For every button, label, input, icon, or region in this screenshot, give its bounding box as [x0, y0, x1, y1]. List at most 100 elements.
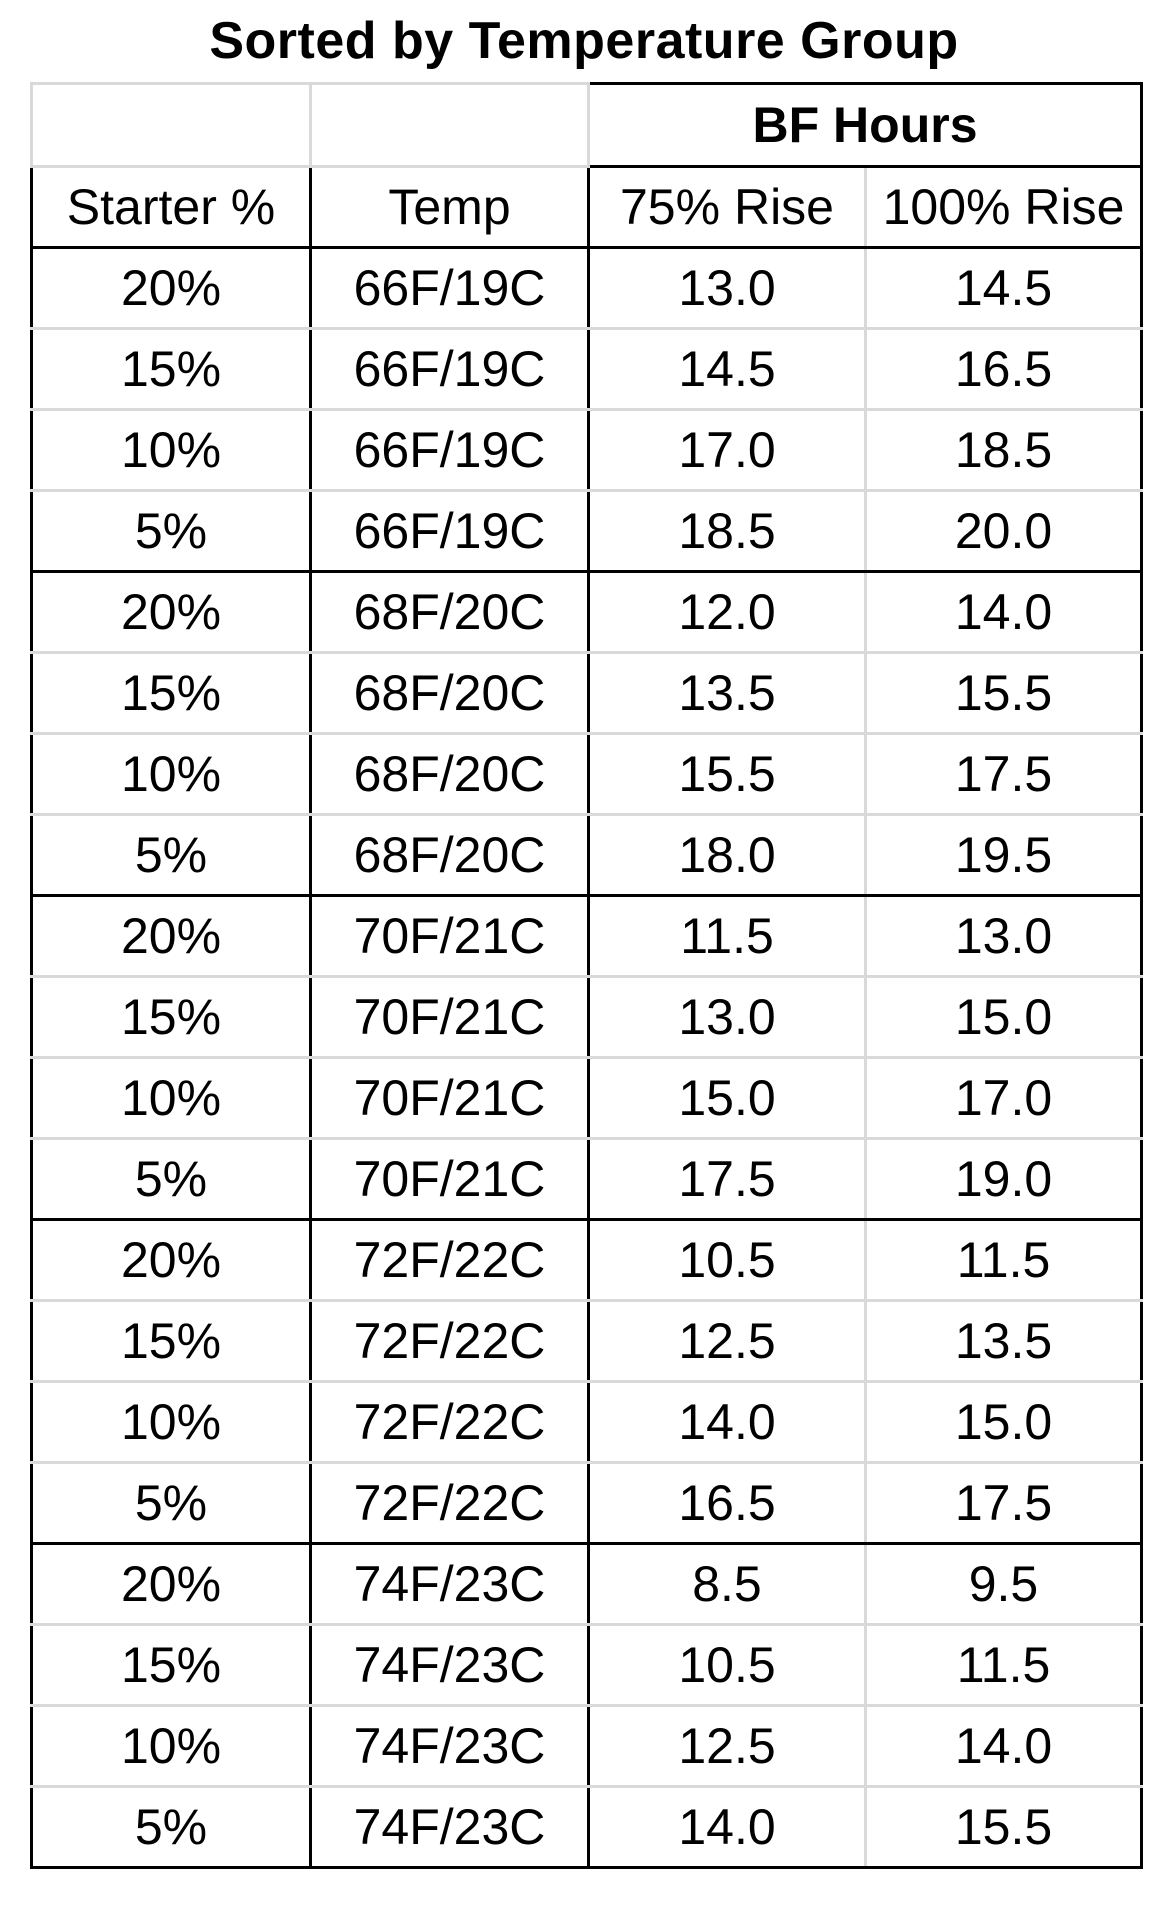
starter-percent-cell: 15% — [30, 1623, 312, 1707]
bf-hours-75-rise-cell: 15.5 — [587, 732, 867, 816]
bf-hours-100-rise-cell: 17.0 — [864, 1056, 1143, 1140]
bf-hours-100-rise-cell: 15.5 — [864, 651, 1143, 735]
column-header-100-rise: 100% Rise — [864, 165, 1143, 249]
bf-hours-group-header: BF Hours — [587, 82, 1143, 168]
bf-hours-75-rise-cell: 16.5 — [587, 1461, 867, 1545]
header-blank-cell — [309, 82, 590, 168]
temp-cell: 74F/23C — [309, 1704, 590, 1788]
bf-hours-75-rise-cell: 13.0 — [587, 246, 867, 330]
starter-percent-cell: 20% — [30, 1542, 312, 1626]
bf-hours-100-rise-cell: 18.5 — [864, 408, 1143, 492]
starter-percent-cell: 20% — [30, 894, 312, 978]
bf-hours-100-rise-cell: 15.0 — [864, 1380, 1143, 1464]
table-row: 10% 68F/20C 15.5 17.5 — [30, 732, 1143, 816]
table-row: 15% 70F/21C 13.0 15.0 — [30, 975, 1143, 1059]
table-row: 20% 68F/20C 12.0 14.0 — [30, 570, 1143, 654]
table-row: 5% 74F/23C 14.0 15.5 — [30, 1785, 1143, 1869]
bf-hours-100-rise-cell: 14.5 — [864, 246, 1143, 330]
bf-hours-75-rise-cell: 14.0 — [587, 1785, 867, 1869]
starter-percent-cell: 10% — [30, 732, 312, 816]
starter-percent-cell: 10% — [30, 1056, 312, 1140]
starter-percent-cell: 5% — [30, 813, 312, 897]
table-row: 20% 66F/19C 13.0 14.5 — [30, 246, 1143, 330]
bf-hours-75-rise-cell: 15.0 — [587, 1056, 867, 1140]
temp-cell: 74F/23C — [309, 1542, 590, 1626]
starter-percent-cell: 15% — [30, 651, 312, 735]
bf-hours-100-rise-cell: 13.0 — [864, 894, 1143, 978]
bf-hours-75-rise-cell: 8.5 — [587, 1542, 867, 1626]
starter-percent-cell: 5% — [30, 1137, 312, 1221]
bf-hours-100-rise-cell: 14.0 — [864, 1704, 1143, 1788]
temp-cell: 66F/19C — [309, 246, 590, 330]
temp-cell: 74F/23C — [309, 1623, 590, 1707]
starter-percent-cell: 5% — [30, 489, 312, 573]
table-row: 10% 72F/22C 14.0 15.0 — [30, 1380, 1143, 1464]
table-row: 10% 74F/23C 12.5 14.0 — [30, 1704, 1143, 1788]
starter-percent-cell: 15% — [30, 327, 312, 411]
starter-percent-cell: 20% — [30, 246, 312, 330]
bf-hours-75-rise-cell: 12.5 — [587, 1704, 867, 1788]
table-row: 5% 70F/21C 17.5 19.0 — [30, 1137, 1143, 1221]
bf-hours-75-rise-cell: 17.0 — [587, 408, 867, 492]
bf-hours-100-rise-cell: 17.5 — [864, 732, 1143, 816]
bf-hours-75-rise-cell: 13.5 — [587, 651, 867, 735]
bf-hours-100-rise-cell: 19.5 — [864, 813, 1143, 897]
starter-percent-cell: 5% — [30, 1461, 312, 1545]
temp-cell: 66F/19C — [309, 327, 590, 411]
temp-cell: 68F/20C — [309, 651, 590, 735]
table-row: 20% 72F/22C 10.5 11.5 — [30, 1218, 1143, 1302]
bf-hours-100-rise-cell: 19.0 — [864, 1137, 1143, 1221]
table-row: 20% 74F/23C 8.5 9.5 — [30, 1542, 1143, 1626]
bf-hours-75-rise-cell: 12.5 — [587, 1299, 867, 1383]
temp-cell: 70F/21C — [309, 975, 590, 1059]
table-header: BF Hours Starter % Temp 75% Rise 100% Ri… — [30, 82, 1143, 249]
bf-hours-75-rise-cell: 14.0 — [587, 1380, 867, 1464]
temp-cell: 70F/21C — [309, 1056, 590, 1140]
table-row: 15% 74F/23C 10.5 11.5 — [30, 1623, 1143, 1707]
bf-hours-75-rise-cell: 10.5 — [587, 1218, 867, 1302]
table-row: 20% 70F/21C 11.5 13.0 — [30, 894, 1143, 978]
starter-percent-cell: 15% — [30, 975, 312, 1059]
starter-percent-cell: 5% — [30, 1785, 312, 1869]
starter-percent-cell: 10% — [30, 1704, 312, 1788]
column-header-75-rise: 75% Rise — [587, 165, 867, 249]
table-body: 20% 66F/19C 13.0 14.5 15% 66F/19C 14.5 16.5 10% 6… — [30, 246, 1143, 1869]
temp-cell: 68F/20C — [309, 732, 590, 816]
temp-cell: 68F/20C — [309, 570, 590, 654]
bf-hours-75-rise-cell: 18.0 — [587, 813, 867, 897]
column-header-starter: Starter % — [30, 165, 312, 249]
table-row: 15% 66F/19C 14.5 16.5 — [30, 327, 1143, 411]
bf-hours-100-rise-cell: 11.5 — [864, 1218, 1143, 1302]
bf-hours-100-rise-cell: 13.5 — [864, 1299, 1143, 1383]
temp-cell: 74F/23C — [309, 1785, 590, 1869]
temp-cell: 72F/22C — [309, 1461, 590, 1545]
bf-hours-100-rise-cell: 9.5 — [864, 1542, 1143, 1626]
bf-hours-100-rise-cell: 16.5 — [864, 327, 1143, 411]
starter-percent-cell: 10% — [30, 1380, 312, 1464]
table-row: 5% 68F/20C 18.0 19.5 — [30, 813, 1143, 897]
temp-cell: 70F/21C — [309, 894, 590, 978]
bf-hours-75-rise-cell: 10.5 — [587, 1623, 867, 1707]
bf-hours-75-rise-cell: 14.5 — [587, 327, 867, 411]
bf-hours-100-rise-cell: 11.5 — [864, 1623, 1143, 1707]
bf-hours-100-rise-cell: 20.0 — [864, 489, 1143, 573]
temp-cell: 68F/20C — [309, 813, 590, 897]
page-title: Sorted by Temperature Group — [209, 12, 959, 70]
table-row: 10% 70F/21C 15.0 17.0 — [30, 1056, 1143, 1140]
bf-hours-75-rise-cell: 17.5 — [587, 1137, 867, 1221]
table-row: 15% 72F/22C 12.5 13.5 — [30, 1299, 1143, 1383]
table-row: 5% 66F/19C 18.5 20.0 — [30, 489, 1143, 573]
temp-cell: 66F/19C — [309, 489, 590, 573]
bf-hours-75-rise-cell: 11.5 — [587, 894, 867, 978]
header-blank-cell — [30, 82, 312, 168]
starter-percent-cell: 20% — [30, 1218, 312, 1302]
table-row: 10% 66F/19C 17.0 18.5 — [30, 408, 1143, 492]
bf-hours-100-rise-cell: 17.5 — [864, 1461, 1143, 1545]
table-row: 15% 68F/20C 13.5 15.5 — [30, 651, 1143, 735]
temp-cell: 70F/21C — [309, 1137, 590, 1221]
temp-cell: 72F/22C — [309, 1299, 590, 1383]
header-columns-row: Starter % Temp 75% Rise 100% Rise — [30, 165, 1143, 249]
table-row: 5% 72F/22C 16.5 17.5 — [30, 1461, 1143, 1545]
header-group-row: BF Hours — [30, 82, 1143, 168]
bf-hours-75-rise-cell: 12.0 — [587, 570, 867, 654]
